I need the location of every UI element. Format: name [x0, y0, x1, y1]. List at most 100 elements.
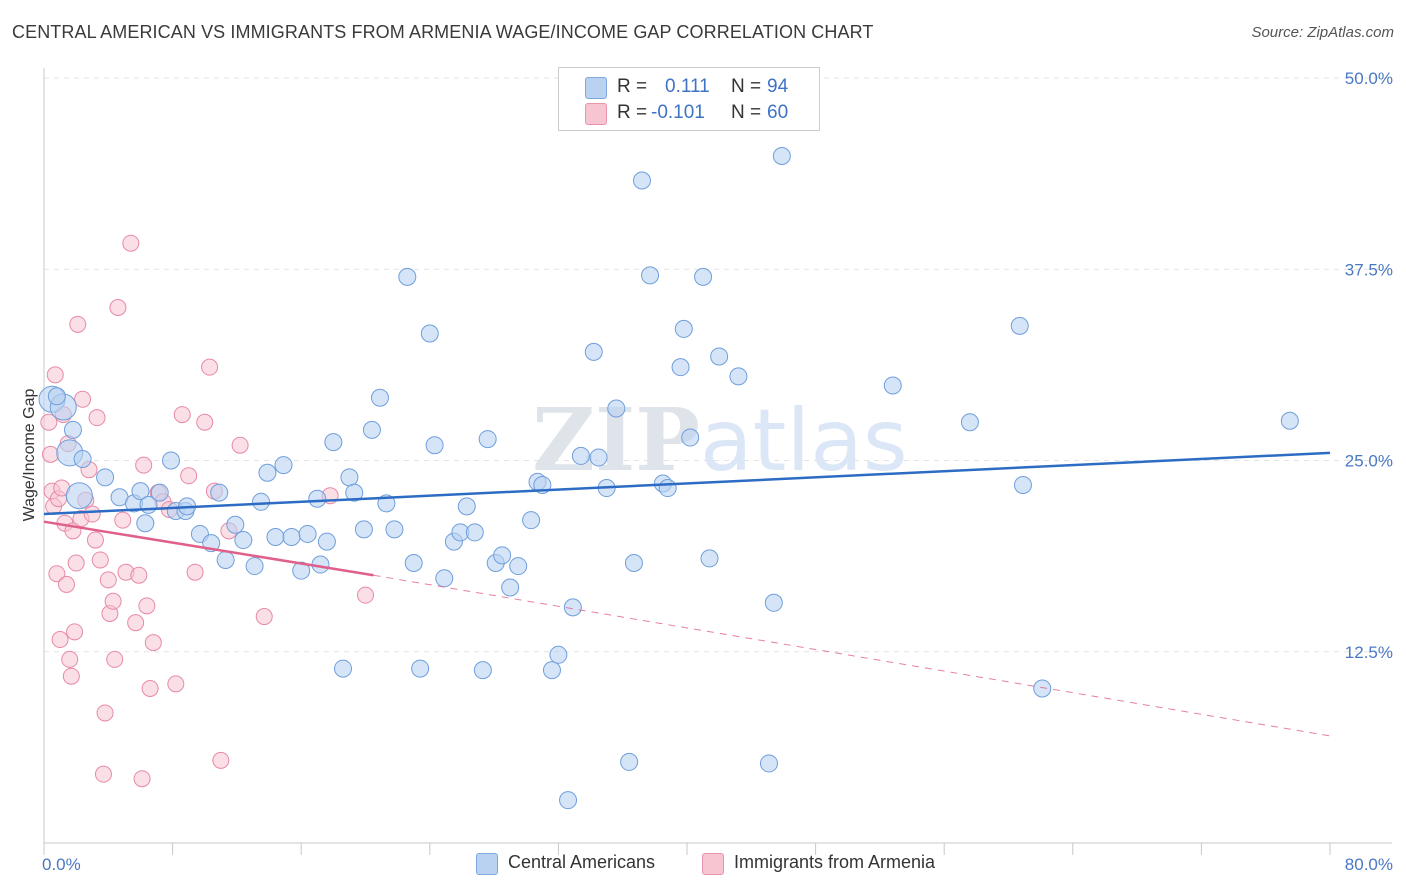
central-american-point	[559, 791, 578, 810]
central-american-point	[425, 436, 444, 455]
armenia-point	[104, 592, 122, 610]
armenia-point	[61, 650, 79, 668]
central-american-point	[772, 147, 791, 166]
armenia-points	[40, 234, 374, 788]
armenia-point	[67, 554, 85, 572]
central-american-point	[542, 661, 561, 680]
armenia-point	[66, 623, 84, 641]
central-american-point	[216, 550, 235, 569]
central-american-point	[292, 561, 311, 580]
armenia-point	[144, 634, 162, 652]
armenia-point	[40, 413, 58, 431]
central-american-point	[759, 754, 778, 773]
armenia-point	[114, 511, 132, 529]
central-american-point	[73, 449, 92, 468]
armenia-point	[51, 631, 69, 649]
x-tick-label: 0.0%	[42, 855, 81, 874]
trend-lines	[43, 451, 1331, 737]
central-american-point	[324, 433, 343, 452]
central-american-point	[584, 342, 603, 361]
armenia-point	[88, 409, 106, 427]
armenia-point	[94, 765, 112, 783]
legend-n-value: 94	[767, 76, 789, 97]
central-american-point	[700, 549, 719, 568]
armenia-point	[106, 650, 124, 668]
bottom-legend-label: Central Americans	[508, 852, 656, 872]
central-american-point	[1280, 411, 1299, 430]
armenia-point	[231, 436, 249, 454]
legend-swatch-blue	[585, 77, 607, 99]
central-american-point	[457, 497, 476, 516]
central-american-point	[63, 420, 82, 439]
armenia-point	[133, 770, 151, 788]
armenia-point	[196, 413, 214, 431]
central-american-point	[96, 468, 115, 487]
central-american-point	[509, 557, 528, 576]
central-american-point	[345, 483, 364, 502]
central-american-point	[681, 428, 700, 447]
central-american-point	[266, 528, 285, 546]
armenia-point	[127, 614, 145, 632]
armenia-point	[99, 571, 117, 589]
bottom-legend-swatch-pink	[702, 853, 724, 875]
armenia-point	[180, 467, 198, 485]
central-american-point	[333, 659, 352, 678]
chart-title: CENTRAL AMERICAN VS IMMIGRANTS FROM ARME…	[12, 22, 874, 42]
armenia-trend-extension	[373, 574, 1331, 737]
central-american-point	[47, 387, 66, 406]
armenia-point	[173, 406, 191, 424]
central-american-point	[624, 554, 643, 573]
central-american-point	[150, 483, 169, 502]
central-american-point	[563, 598, 582, 617]
armenia-point	[91, 551, 109, 569]
central-american-point	[493, 546, 512, 565]
armenia-point	[255, 608, 273, 626]
y-tick-label: 12.5%	[1345, 643, 1393, 662]
central-american-points	[38, 147, 1299, 810]
central-american-point	[478, 430, 497, 449]
central-american-point	[641, 266, 660, 285]
central-american-point	[362, 420, 381, 439]
armenia-point	[62, 667, 80, 685]
tick-labels: 12.5% 25.0% 37.5% 50.0% 0.0% 80.0%	[42, 69, 1393, 874]
central-american-point	[694, 267, 713, 286]
legend-r-value: -0.101	[651, 102, 705, 123]
x-tick-label: 80.0%	[1345, 855, 1393, 874]
armenia-point	[96, 704, 114, 722]
central-american-point	[354, 520, 373, 539]
armenia-point	[135, 456, 153, 474]
watermark-atlas: atlas	[700, 391, 908, 491]
central-american-point	[960, 413, 979, 432]
central-american-point	[1033, 679, 1052, 698]
central-american-point	[607, 399, 626, 418]
y-tick-label: 37.5%	[1345, 260, 1393, 279]
central-american-point	[161, 451, 180, 470]
central-american-point	[252, 492, 271, 511]
central-american-point	[385, 520, 404, 539]
legend-r-label: R =	[617, 76, 648, 97]
armenia-point	[141, 679, 159, 697]
central-american-point	[411, 659, 430, 678]
central-american-point	[1010, 316, 1029, 335]
central-american-point	[522, 511, 541, 530]
legend-swatch-pink	[585, 103, 607, 125]
central-american-point	[308, 489, 327, 508]
legend-n-label: N =	[731, 102, 762, 123]
central-american-point	[632, 171, 651, 190]
central-american-point	[729, 367, 748, 386]
central-american-point	[420, 324, 439, 343]
armenia-point	[86, 531, 104, 549]
central-american-point	[398, 267, 417, 286]
armenia-point	[58, 575, 76, 593]
central-american-point	[589, 448, 608, 467]
armenia-trend-line	[43, 520, 374, 577]
armenia-point	[74, 390, 92, 408]
central-american-point	[549, 645, 568, 664]
central-american-point	[404, 554, 423, 573]
central-american-point	[317, 532, 336, 551]
central-american-point	[710, 347, 729, 366]
central-american-point	[298, 524, 317, 543]
central-american-point	[370, 388, 389, 407]
central-american-point	[226, 515, 245, 534]
